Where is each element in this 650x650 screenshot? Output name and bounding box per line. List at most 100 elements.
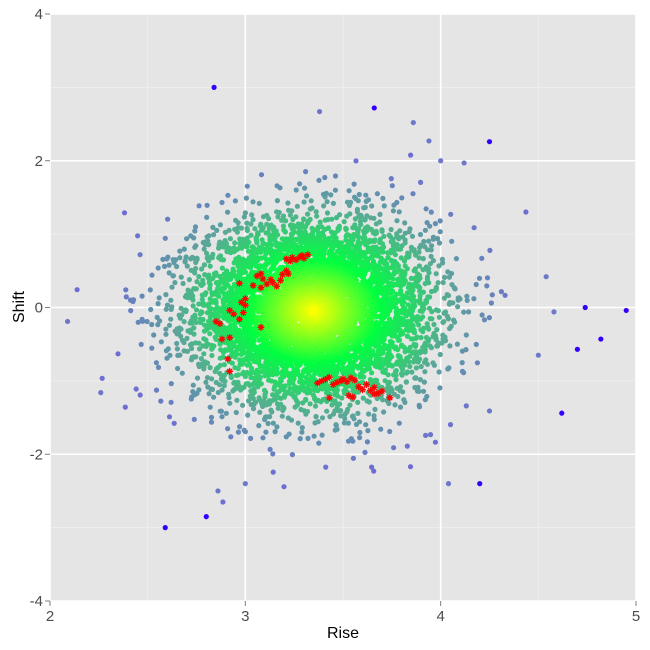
- cloud-point: [263, 429, 269, 435]
- cloud-point: [184, 263, 190, 269]
- cloud-point: [201, 246, 207, 252]
- cloud-point: [267, 414, 273, 420]
- cloud-point: [333, 422, 339, 428]
- cloud-point: [418, 335, 424, 341]
- cloud-point: [316, 177, 322, 183]
- cloud-point: [250, 406, 257, 412]
- cloud-point: [303, 375, 309, 381]
- cloud-point: [392, 252, 398, 258]
- cloud-point: [451, 317, 457, 323]
- cloud-point: [409, 233, 416, 239]
- cloud-point: [368, 215, 374, 221]
- cloud-point: [210, 224, 216, 230]
- cloud-point: [339, 395, 345, 401]
- cloud-point: [297, 436, 303, 442]
- cloud-point: [406, 229, 412, 235]
- cloud-point: [343, 233, 349, 239]
- cloud-point: [209, 386, 216, 392]
- cloud-point: [196, 203, 202, 209]
- cloud-point: [115, 351, 121, 357]
- cloud-point: [416, 402, 422, 408]
- cloud-point: [196, 387, 202, 393]
- cloud-point: [201, 351, 207, 357]
- cloud-point: [387, 428, 393, 435]
- cloud-point: [289, 208, 295, 214]
- cloud-point: [226, 391, 232, 397]
- cloud-point: [211, 232, 217, 238]
- cloud-point: [287, 212, 293, 218]
- cloud-point: [153, 387, 160, 393]
- cloud-point: [424, 247, 430, 253]
- cloud-point: [203, 337, 209, 343]
- cloud-point: [250, 199, 256, 205]
- cloud-point: [122, 404, 128, 410]
- cloud-point: [362, 449, 368, 455]
- cloud-point: [140, 318, 146, 324]
- cloud-point: [393, 368, 399, 374]
- cloud-point: [432, 439, 438, 445]
- cloud-point: [417, 356, 423, 362]
- cloud-point: [319, 432, 325, 438]
- cloud-point: [270, 469, 276, 475]
- cloud-point: [356, 235, 362, 241]
- cloud-point: [328, 192, 334, 198]
- cloud-point: [178, 274, 184, 280]
- cloud-point: [434, 343, 440, 349]
- cloud-point: [244, 183, 250, 189]
- cloud-point: [391, 202, 397, 208]
- cloud-point: [372, 377, 378, 383]
- cloud-point: [149, 345, 155, 351]
- cloud-point: [363, 198, 369, 204]
- cloud-point: [395, 353, 401, 359]
- cloud-point: [178, 326, 184, 332]
- cloud-point: [419, 304, 426, 310]
- cloud-point: [322, 217, 328, 223]
- cloud-point: [409, 247, 415, 253]
- cloud-point: [454, 341, 460, 347]
- cloud-point: [445, 269, 451, 275]
- cloud-point: [181, 246, 187, 252]
- cloud-point: [446, 274, 452, 280]
- cloud-point: [193, 319, 199, 326]
- cloud-point: [416, 263, 422, 269]
- cloud-point: [424, 393, 430, 400]
- cloud-point: [305, 435, 311, 441]
- cloud-point: [280, 213, 287, 219]
- cloud-point: [241, 214, 247, 220]
- cloud-point: [404, 333, 410, 339]
- cloud-point: [321, 203, 327, 209]
- cloud-point: [305, 211, 311, 217]
- cloud-point: [252, 226, 258, 232]
- cloud-point: [221, 383, 227, 389]
- cloud-point: [327, 414, 333, 420]
- cloud-point: [196, 274, 202, 280]
- cloud-point: [423, 334, 430, 341]
- cloud-point: [407, 464, 414, 470]
- cloud-point: [234, 229, 240, 235]
- cloud-point: [169, 304, 175, 310]
- cloud-point: [167, 352, 173, 358]
- cloud-point: [381, 203, 387, 209]
- cloud-point: [464, 293, 470, 299]
- cloud-point: [180, 280, 186, 287]
- cloud-point: [288, 231, 294, 237]
- cloud-point: [453, 256, 459, 262]
- cloud-point: [194, 279, 200, 285]
- cloud-point: [404, 443, 410, 449]
- cloud-point: [166, 262, 172, 268]
- cloud-point: [303, 169, 309, 175]
- cloud-point: [217, 362, 223, 368]
- cloud-point: [417, 377, 423, 383]
- cloud-point: [250, 217, 256, 223]
- cloud-point: [178, 333, 184, 339]
- cloud-point: [285, 415, 291, 421]
- cloud-point: [208, 306, 214, 312]
- cloud-point: [389, 183, 395, 189]
- cloud-point: [268, 407, 274, 413]
- cloud-point: [206, 391, 212, 397]
- cloud-point: [248, 221, 254, 227]
- cloud-point: [390, 276, 396, 282]
- cloud-point: [380, 397, 386, 403]
- cloud-point: [265, 420, 271, 427]
- cloud-point: [182, 259, 188, 265]
